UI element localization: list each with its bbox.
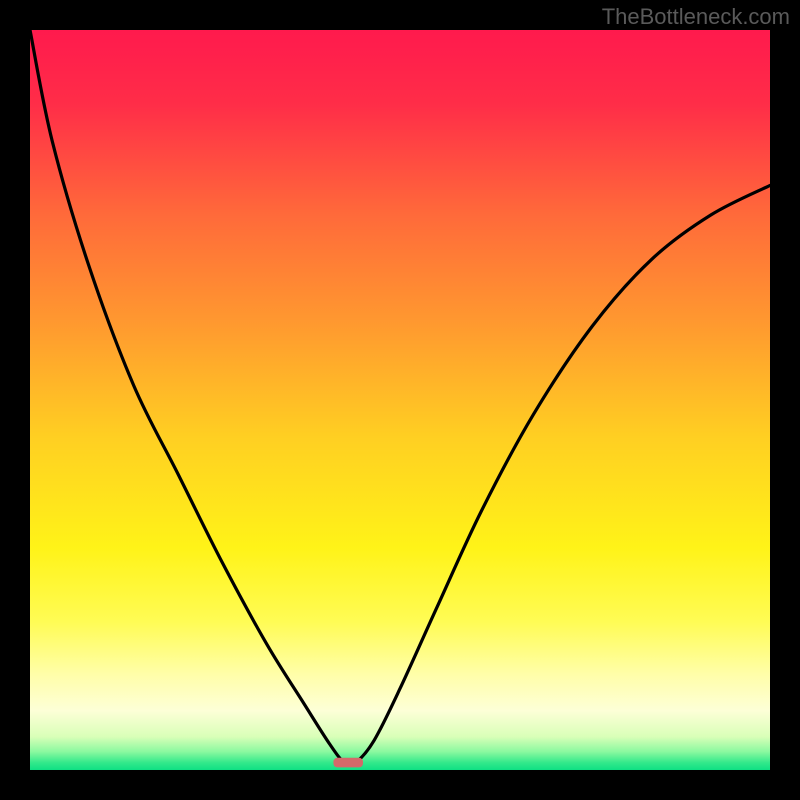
bottleneck-marker <box>333 758 363 768</box>
watermark-text: TheBottleneck.com <box>602 4 790 30</box>
bottleneck-chart <box>0 0 800 800</box>
stage: TheBottleneck.com <box>0 0 800 800</box>
